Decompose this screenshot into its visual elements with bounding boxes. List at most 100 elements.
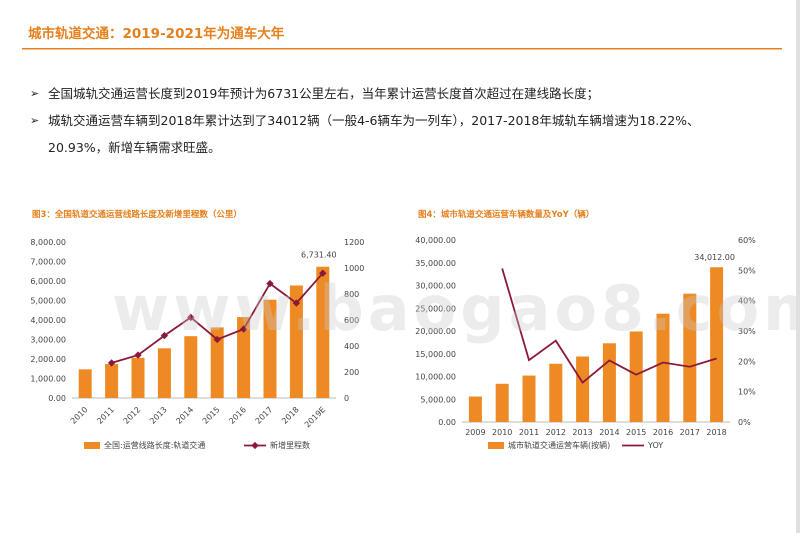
bar <box>468 396 482 422</box>
category-tick-label: 2017 <box>254 405 275 426</box>
left-axis-tick-label: 1,000.00 <box>30 375 66 384</box>
category-tick-label: 2012 <box>122 405 143 426</box>
right-axis-tick-label: 50% <box>738 266 756 275</box>
left-axis-tick-label: 20,000.00 <box>415 327 456 336</box>
left-axis-tick-label: 25,000.00 <box>415 304 456 313</box>
bar <box>263 299 277 398</box>
header-divider <box>22 48 782 49</box>
left-axis-tick-label: 35,000.00 <box>415 259 456 268</box>
bar <box>157 348 171 398</box>
category-tick-label: 2009 <box>465 428 485 437</box>
bullet-item: ➢ 全国城轨交通运营长度到2019年预计为6731公里左右，当年累计运营长度首次… <box>30 80 790 107</box>
category-tick-label: 2013 <box>148 405 169 426</box>
bar <box>105 364 119 398</box>
right-axis-tick-label: 20% <box>738 357 756 366</box>
category-tick-label: 2017 <box>680 428 700 437</box>
left-axis-tick-label: 5,000.00 <box>30 297 66 306</box>
left-axis-tick-label: 7,000.00 <box>30 258 66 267</box>
line-point <box>292 299 301 307</box>
left-axis-tick-label: 2,000.00 <box>30 355 66 364</box>
bar <box>656 313 670 422</box>
line-point <box>160 331 169 340</box>
category-tick-label: 2010 <box>69 405 90 426</box>
left-axis-tick-label: 6,000.00 <box>30 277 66 286</box>
right-axis-tick-label: 30% <box>738 327 756 336</box>
line-point <box>134 351 142 359</box>
line-point <box>266 279 274 288</box>
bar <box>237 317 251 398</box>
chart-title-fig4: 图4：城市轨道交通运营车辆数量及YoY（辆） <box>418 210 595 220</box>
category-tick-label: 2011 <box>519 428 539 437</box>
left-axis-tick-label: 5,000.00 <box>420 395 456 404</box>
legend-label: 城市轨道交通运营车辆(按辆) <box>508 440 610 450</box>
left-axis-tick-label: 40,000.00 <box>415 236 456 245</box>
series-line <box>501 268 717 384</box>
right-axis-tick-label: 40% <box>738 297 756 306</box>
chart-title-fig3: 图3：全国轨道交通运营线路长度及新增里程数（公里） <box>32 210 242 220</box>
page-title: 城市轨道交通：2019-2021年为通车大年 <box>28 26 285 42</box>
header-divider-shadow <box>22 49 782 50</box>
data-label: 34,012.00 <box>694 253 735 262</box>
bar <box>602 343 616 422</box>
category-tick-label: 2016 <box>653 428 673 437</box>
right-axis-tick-label: 1000 <box>344 264 364 273</box>
right-axis-tick-label: 0 <box>344 394 349 403</box>
category-tick-label: 2018 <box>706 428 726 437</box>
line-point <box>187 313 195 322</box>
right-axis-tick-label: 60% <box>738 236 756 245</box>
category-tick-label: 2016 <box>227 405 248 426</box>
left-axis-tick-label: 0.00 <box>48 394 66 403</box>
line-point <box>319 269 327 277</box>
bullet-list: ➢ 全国城轨交通运营长度到2019年预计为6731公里左右，当年累计运营长度首次… <box>30 80 790 161</box>
right-axis-tick-label: 10% <box>738 388 756 397</box>
category-tick-label: 2015 <box>201 405 222 426</box>
bar <box>289 285 303 398</box>
page-edge <box>796 0 800 533</box>
category-tick-label: 2013 <box>572 428 592 437</box>
left-axis-tick-label: 3,000.00 <box>30 336 66 345</box>
left-axis-tick-label: 10,000.00 <box>415 373 456 382</box>
bullet-text: 城轨交通运营车辆到2018年累计达到了34012辆（一般4-6辆车为一列车），2… <box>48 113 700 128</box>
right-axis-tick-label: 1200 <box>344 238 364 247</box>
category-tick-label: 2018 <box>280 405 301 426</box>
category-tick-label: 2014 <box>174 405 195 426</box>
bullet-text: 全国城轨交通运营长度到2019年预计为6731公里左右，当年累计运营长度首次超过… <box>48 86 600 101</box>
bullet-text: 20.93%，新增车辆需求旺盛。 <box>48 140 221 155</box>
left-axis-tick-label: 30,000.00 <box>415 282 456 291</box>
bar <box>78 369 92 398</box>
category-tick-label: 2019E <box>303 405 327 429</box>
bar <box>522 375 536 422</box>
arrow-bullet-icon: ➢ <box>30 87 40 100</box>
legend-label: 新增里程数 <box>270 440 310 450</box>
right-axis-tick-label: 800 <box>344 290 359 299</box>
bar <box>131 357 145 398</box>
category-tick-label: 2014 <box>599 428 619 437</box>
category-tick-label: 2011 <box>95 405 116 426</box>
bar <box>184 336 198 398</box>
left-axis-tick-label: 8,000.00 <box>30 238 66 247</box>
data-label: 6,731.40 <box>301 251 337 260</box>
legend-marker <box>251 441 259 450</box>
left-axis-tick-label: 15,000.00 <box>415 350 456 359</box>
bar <box>683 293 697 422</box>
bar <box>316 266 330 398</box>
arrow-bullet-icon: ➢ <box>30 114 40 127</box>
bar <box>710 267 724 422</box>
right-axis-tick-label: 600 <box>344 316 359 325</box>
category-tick-label: 2015 <box>626 428 646 437</box>
bar <box>576 356 590 422</box>
bullet-item: ➢ 城轨交通运营车辆到2018年累计达到了34012辆（一般4-6辆车为一列车）… <box>30 107 790 134</box>
legend-swatch-bar <box>488 442 504 449</box>
line-point <box>239 325 248 333</box>
legend-label: YOY <box>647 441 663 450</box>
bar <box>629 331 643 422</box>
right-axis-tick-label: 400 <box>344 342 359 351</box>
legend-label: 全国:运营线路长度:轨道交通 <box>104 440 205 450</box>
legend-swatch-bar <box>84 442 100 449</box>
bar <box>495 383 509 422</box>
category-tick-label: 2012 <box>546 428 566 437</box>
line-point <box>213 335 221 344</box>
bar <box>549 363 563 422</box>
category-tick-label: 2010 <box>492 428 512 437</box>
